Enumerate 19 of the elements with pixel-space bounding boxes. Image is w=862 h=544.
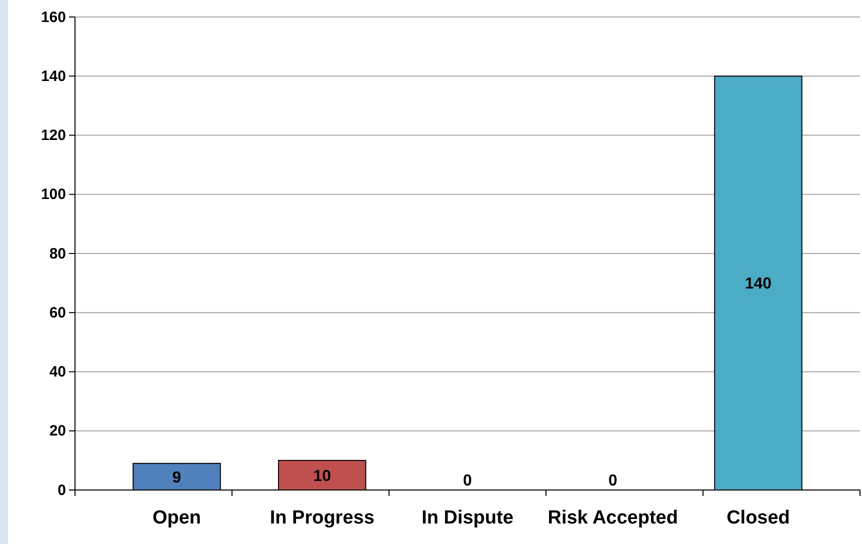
y-tick-label: 100 xyxy=(40,186,66,204)
y-tick-label: 20 xyxy=(49,422,66,440)
data-label: 9 xyxy=(172,469,182,486)
y-tick-label: 40 xyxy=(49,364,66,381)
x-tick-label: In Dispute xyxy=(422,507,514,528)
y-tick-label: 60 xyxy=(49,304,66,322)
data-label: 0 xyxy=(608,472,618,490)
y-tick-label: 80 xyxy=(49,245,66,262)
data-label: 10 xyxy=(313,468,332,485)
y-tick-label: 160 xyxy=(40,8,66,26)
x-tick-label: Open xyxy=(152,507,202,528)
y-tick-label: 120 xyxy=(40,127,66,144)
data-label: 140 xyxy=(744,276,772,293)
data-label: 0 xyxy=(463,472,472,490)
x-tick-label: Closed xyxy=(726,507,790,528)
x-tick-label: In Progress xyxy=(270,507,374,528)
y-tick-label: 140 xyxy=(40,68,66,85)
x-tick-label: Risk Accepted xyxy=(548,507,678,528)
y-tick-label: 0 xyxy=(58,482,66,499)
